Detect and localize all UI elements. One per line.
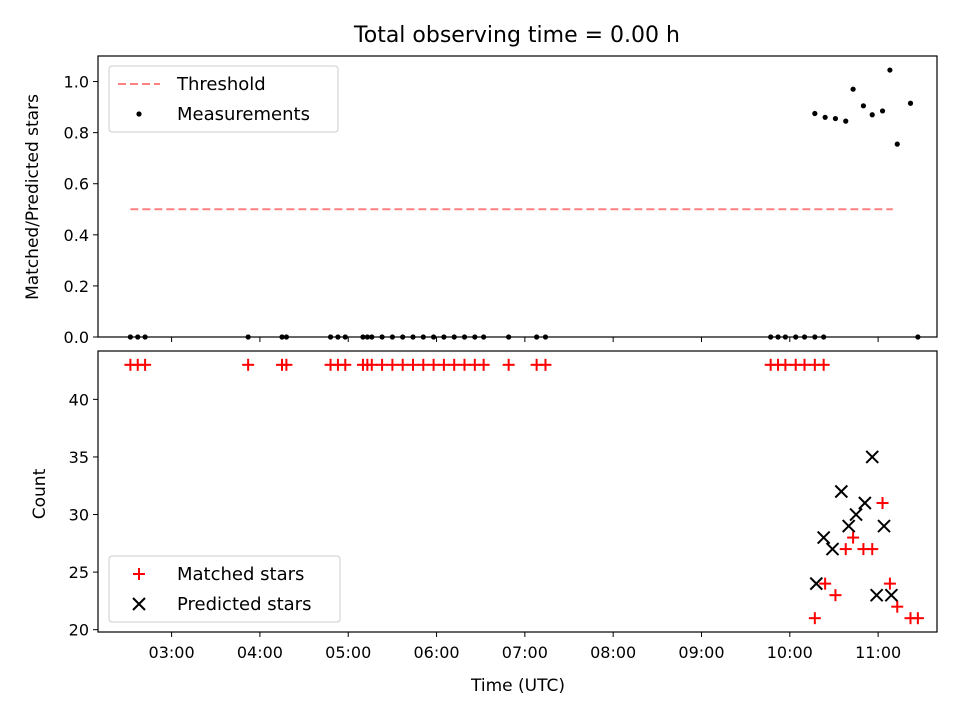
predicted-star-point xyxy=(834,484,849,499)
measurement-point xyxy=(869,112,875,118)
matched-star-point xyxy=(386,358,399,371)
ratio-y-tick-label: 0.2 xyxy=(64,277,89,296)
predicted-star-point xyxy=(884,588,899,602)
count-y-tick-label: 30 xyxy=(69,506,89,525)
count-y-tick-label: 20 xyxy=(69,621,89,640)
matched-star-point xyxy=(427,358,440,371)
matched-star-point xyxy=(866,543,879,556)
matched-star-point xyxy=(891,600,904,613)
predicted-star-point xyxy=(858,496,872,510)
x-tick-label: 07:00 xyxy=(502,643,548,662)
predicted-star-point xyxy=(816,530,831,545)
matched-star-point xyxy=(339,358,352,371)
predicted-star-point xyxy=(809,576,824,591)
legend-matched-swatch xyxy=(133,568,145,580)
matched-star-point xyxy=(458,358,471,371)
ratio-panel: 0.0 0.2 0.4 0.6 0.8 1.0 Matched/Predicted sta… xyxy=(23,55,938,347)
ratio-y-tick-label: 0.8 xyxy=(64,124,89,143)
ratio-plot-frame xyxy=(97,55,938,338)
matched-star-point xyxy=(406,358,419,371)
ratio-legend: Threshold Measurements xyxy=(108,65,339,133)
count-y-tick-label: 25 xyxy=(69,563,89,582)
matched-star-point xyxy=(417,358,430,371)
measurement-point xyxy=(822,114,828,120)
matched-star-point xyxy=(798,358,811,371)
measurement-point xyxy=(850,86,856,92)
count-panel: 20 25 30 35 40 03:00 04:00 05:00 06:00 07:00 08:0… xyxy=(30,350,938,696)
ratio-y-tick-label: 1.0 xyxy=(64,73,89,92)
matched-star-point xyxy=(911,612,924,625)
matched-star-point xyxy=(808,612,821,625)
matched-star-point xyxy=(839,543,852,556)
count-y-tick-label: 35 xyxy=(69,448,89,467)
legend-measurements-swatch xyxy=(136,111,142,117)
count-y-axis-label: Count xyxy=(30,468,50,519)
matched-star-point xyxy=(477,358,490,371)
ratio-y-tick-label: 0.4 xyxy=(64,226,89,245)
legend-measurements-label: Measurements xyxy=(177,104,310,125)
matched-star-point xyxy=(502,358,515,371)
x-tick-label: 11:00 xyxy=(855,643,901,662)
predicted-star-point xyxy=(865,450,879,464)
matched-star-point xyxy=(876,497,889,510)
x-axis-label: Time (UTC) xyxy=(470,676,565,696)
matched-star-point xyxy=(280,358,293,371)
measurement-point xyxy=(887,67,893,73)
figure-title: Total observing time = 0.00 h xyxy=(353,23,680,48)
x-tick-label: 06:00 xyxy=(413,643,459,662)
measurement-point xyxy=(894,141,900,147)
measurement-point xyxy=(879,108,886,114)
matched-star-point xyxy=(847,531,860,544)
ratio-legend-box xyxy=(108,65,339,133)
count-plot-frame xyxy=(97,350,938,633)
matched-star-point xyxy=(376,358,389,371)
matched-star-point xyxy=(365,358,378,371)
predicted-star-point xyxy=(841,519,856,533)
predicted-star-point xyxy=(825,542,840,556)
predicted-star-point xyxy=(849,507,863,522)
legend-matched-label: Matched stars xyxy=(177,564,304,585)
predicted-star-point xyxy=(877,519,891,533)
matched-star-point xyxy=(139,358,152,371)
matched-star-point xyxy=(829,589,842,602)
x-tick-label: 05:00 xyxy=(325,643,371,662)
matched-star-point xyxy=(242,358,255,371)
matched-star-point xyxy=(819,577,832,590)
legend-threshold-label: Threshold xyxy=(176,74,266,95)
x-tick-label: 08:00 xyxy=(590,643,636,662)
measurement-point xyxy=(812,110,818,117)
matched-star-point xyxy=(883,577,896,590)
x-tick-label: 03:00 xyxy=(149,643,195,662)
measurement-point xyxy=(907,100,914,106)
predicted-star-point xyxy=(869,588,884,602)
measurement-point xyxy=(860,103,867,109)
measurement-point xyxy=(843,118,849,124)
matched-star-point xyxy=(779,358,792,371)
ratio-y-tick-label: 0.6 xyxy=(64,175,89,194)
matched-star-point xyxy=(396,358,409,371)
matched-star-point xyxy=(448,358,461,371)
legend-predicted-label: Predicted stars xyxy=(177,594,311,615)
measurement-point xyxy=(832,115,839,122)
count-y-tick-label: 40 xyxy=(69,390,89,409)
ratio-y-tick-label: 0.0 xyxy=(64,328,89,347)
x-tick-label: 10:00 xyxy=(767,643,813,662)
x-tick-label: 04:00 xyxy=(237,643,283,662)
ratio-y-axis-label: Matched/Predicted stars xyxy=(23,94,43,300)
legend-predicted-swatch xyxy=(132,597,146,611)
x-tick-label: 09:00 xyxy=(678,643,724,662)
count-legend-box xyxy=(108,555,341,623)
matched-star-point xyxy=(539,358,552,371)
matched-star-point xyxy=(437,358,450,371)
count-legend: Matched stars Predicted stars xyxy=(108,555,341,623)
matched-star-point xyxy=(817,358,830,371)
